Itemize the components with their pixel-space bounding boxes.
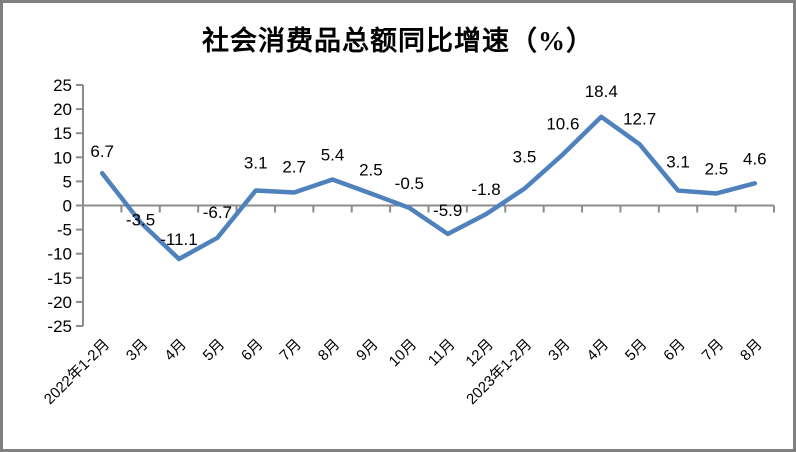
data-label: 2.5 (359, 160, 383, 179)
data-label: -1.8 (471, 180, 500, 199)
x-axis-label: 6月 (238, 336, 267, 365)
chart-window: 社会消费品总额同比增速（%） 2520151050-5-10-15-20-252… (0, 0, 796, 452)
x-axis-label: 4月 (584, 336, 613, 365)
y-axis-tick-label: 10 (53, 148, 72, 167)
x-axis-label: 7月 (699, 336, 728, 365)
y-axis-tick-label: -10 (47, 245, 72, 264)
y-axis-tick-label: -15 (47, 269, 72, 288)
y-axis-tick-label: 15 (53, 124, 72, 143)
x-axis-label: 11月 (425, 336, 459, 370)
line-chart: 25 20 15 10 5 0 -5 -10 -15 -20 -252022年1-2月 3月 4月 5月 6… (3, 3, 796, 452)
x-axis-label: 4月 (161, 336, 190, 365)
x-axis-label: 9月 (353, 336, 382, 365)
x-axis-label: 5月 (200, 336, 229, 365)
y-axis-tick-label: 20 (53, 100, 72, 119)
data-label: 10.6 (546, 114, 579, 133)
data-label: 6.7 (90, 142, 114, 161)
x-axis-label: 8月 (737, 336, 766, 365)
x-axis-label: 2022年1-2月 (41, 336, 113, 408)
data-label: 3.5 (513, 148, 537, 167)
x-axis-label: 10月 (386, 336, 420, 370)
y-axis-tick-label: -5 (57, 221, 72, 240)
x-axis-label: 12月 (462, 336, 496, 370)
data-label: -6.7 (203, 203, 232, 222)
x-axis-label: 3月 (123, 336, 152, 365)
x-axis-label: 7月 (276, 336, 305, 365)
y-axis-tick-label: 5 (63, 172, 72, 191)
data-label: 2.7 (282, 157, 306, 176)
y-axis-tick-label: -20 (47, 293, 72, 312)
data-label: 12.7 (623, 109, 656, 128)
data-label: 4.6 (743, 149, 767, 168)
y-axis-tick-label: -25 (47, 317, 72, 336)
data-label: -11.1 (160, 230, 198, 249)
y-axis-tick-label: 0 (63, 197, 72, 216)
x-axis-label: 8月 (315, 336, 344, 365)
data-label: -5.9 (433, 201, 462, 220)
data-label: 2.5 (705, 159, 729, 178)
data-label: 5.4 (321, 145, 345, 164)
data-label: -0.5 (395, 174, 424, 193)
data-label: 18.4 (585, 82, 618, 101)
data-label: 3.1 (666, 153, 690, 172)
y-axis-tick-label: 25 (53, 76, 72, 95)
x-axis-label: 6月 (660, 336, 689, 365)
data-series-line (102, 117, 755, 259)
x-axis-label: 3月 (545, 336, 574, 365)
x-axis-label: 5月 (622, 336, 651, 365)
data-label: -3.5 (126, 210, 155, 229)
data-label: 3.1 (244, 154, 268, 173)
